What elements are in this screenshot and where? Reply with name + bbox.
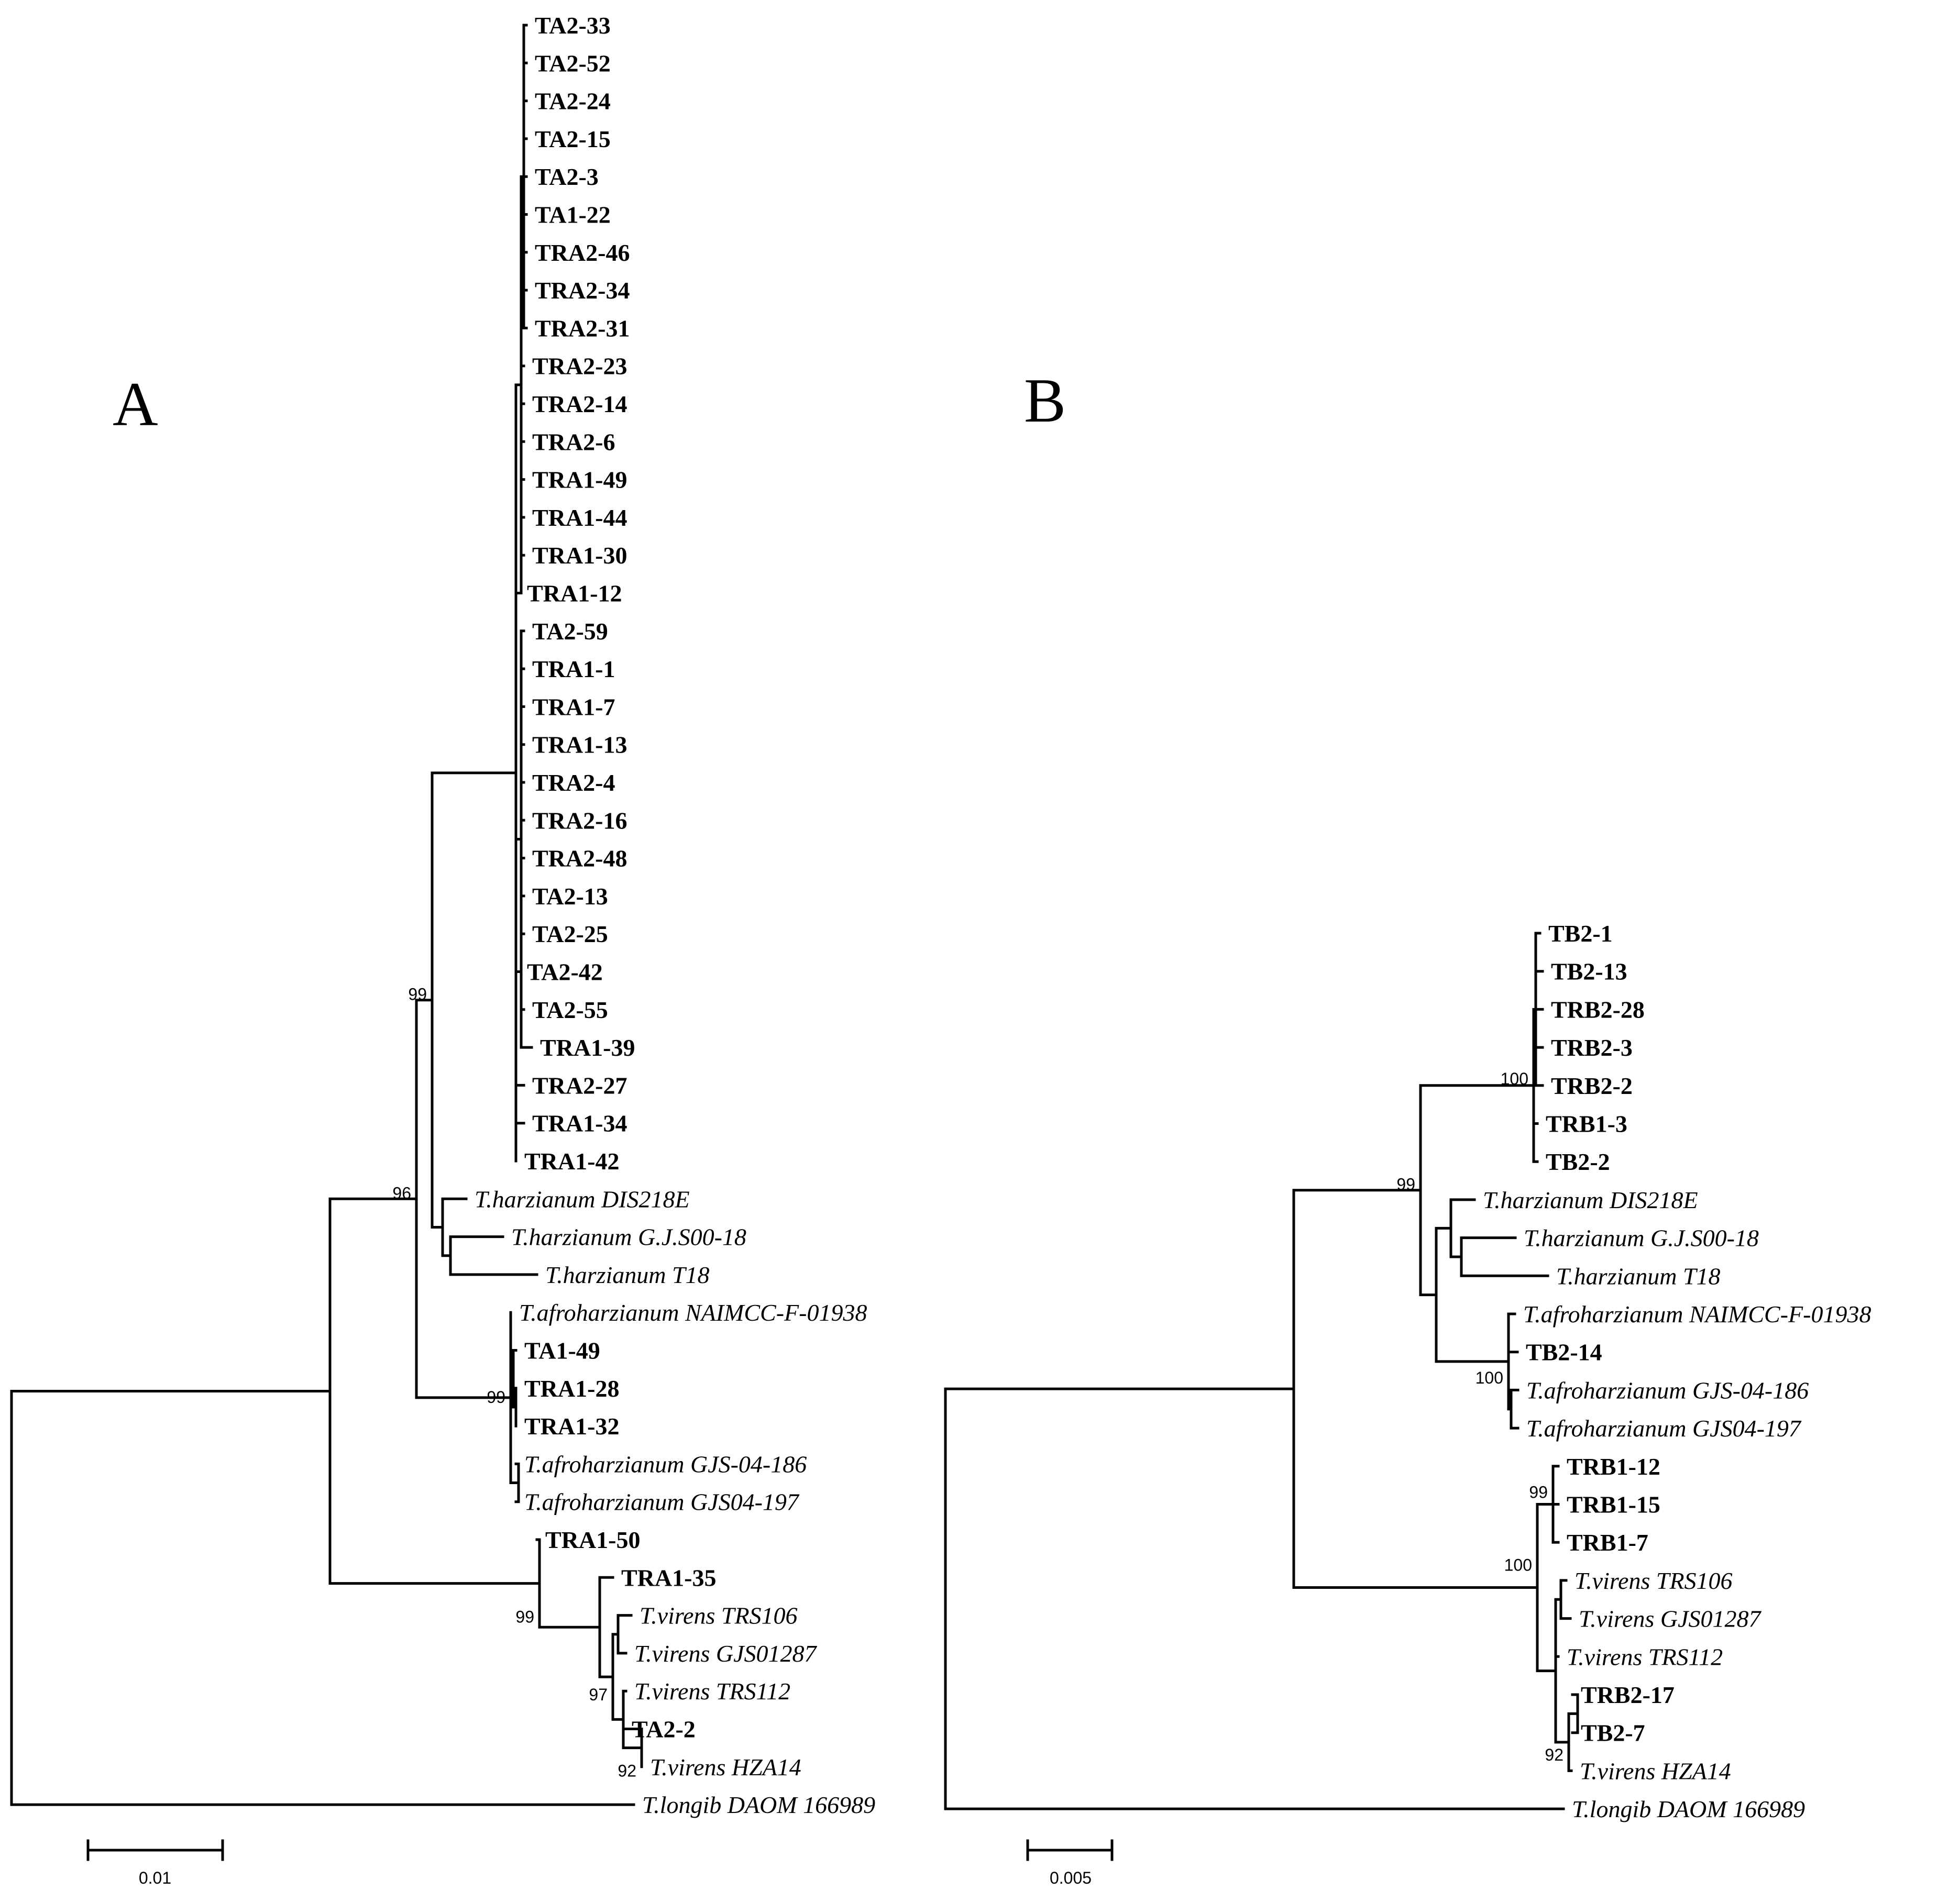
taxon-ta2-55: TA2-55 [532,997,608,1023]
bootstrap-value: 100 [1504,1556,1532,1575]
taxon-t-longib-daom-166989: T.longib DAOM 166989 [1572,1796,1805,1822]
taxon-tb2-14: TB2-14 [1526,1339,1602,1366]
taxon-trb2-2: TRB2-2 [1551,1072,1633,1099]
panel-b-letter: B [1024,366,1066,435]
taxon-ta1-49: TA1-49 [524,1337,600,1364]
taxon-t-virens-gjs01287: T.virens GJS01287 [634,1640,818,1667]
taxon-tra1-12: TRA1-12 [527,580,622,607]
taxon-t-virens-trs106: T.virens TRS106 [640,1602,798,1629]
taxon-tra2-46: TRA2-46 [535,239,630,266]
taxon-tra1-32: TRA1-32 [524,1413,619,1440]
bootstrap-value: 92 [1545,1745,1563,1764]
taxon-ta2-52: TA2-52 [535,50,611,76]
taxon-tb2-7: TB2-7 [1581,1720,1645,1746]
bootstrap-value: 99 [1529,1483,1548,1502]
taxon-trb2-3: TRB2-3 [1551,1034,1633,1061]
taxon-tra1-13: TRA1-13 [532,732,627,758]
taxon-trb1-15: TRB1-15 [1567,1491,1660,1518]
taxon-trb1-3: TRB1-3 [1546,1111,1627,1137]
taxon-t-virens-hza14: T.virens HZA14 [650,1754,801,1781]
tree-branches-a [10,24,643,1806]
taxon-tra1-1: TRA1-1 [532,656,615,682]
taxon-t-afroharzianum-gjs-04-186: T.afroharzianum GJS-04-186 [1526,1377,1809,1403]
taxon-t-harzianum-g-j-s00-18: T.harzianum G.J.S00-18 [1524,1225,1759,1252]
taxon-t-virens-gjs01287: T.virens GJS01287 [1579,1606,1762,1632]
bootstrap-value: 92 [618,1762,636,1781]
panel-a-letter: A [113,369,158,439]
taxon-t-virens-hza14: T.virens HZA14 [1580,1757,1731,1784]
taxon-tra2-34: TRA2-34 [535,277,630,304]
taxon-tra1-35: TRA1-35 [621,1564,716,1591]
taxon-tra2-4: TRA2-4 [532,769,615,796]
taxon-trb2-28: TRB2-28 [1551,996,1645,1023]
taxon-tra2-27: TRA2-27 [532,1072,627,1099]
taxon-ta2-13: TA2-13 [532,883,608,910]
taxon-tb2-13: TB2-13 [1551,958,1627,985]
taxon-tra1-28: TRA1-28 [524,1375,619,1402]
taxon-tra1-7: TRA1-7 [532,693,615,720]
scale-bar-b: 0.005 [1026,1839,1114,1887]
taxon-tra2-16: TRA2-16 [532,807,627,834]
taxon-t-virens-trs112: T.virens TRS112 [634,1678,790,1705]
taxon-tra2-14: TRA2-14 [532,391,627,417]
taxon-tra1-44: TRA1-44 [532,504,627,531]
taxon-tra1-42: TRA1-42 [524,1148,619,1175]
taxon-t-harzianum-dis218e: T.harzianum DIS218E [1483,1187,1698,1213]
taxon-ta2-2: TA2-2 [632,1716,696,1743]
taxon-tra2-48: TRA2-48 [532,845,627,872]
taxon-tra1-49: TRA1-49 [532,467,627,493]
taxon-t-virens-trs106: T.virens TRS106 [1574,1567,1733,1594]
taxon-tra1-30: TRA1-30 [532,542,627,569]
bootstrap-value: 96 [392,1184,411,1202]
panel-a: A TA2-33 TA2-52 TA2-24 TA2-15 TA2-3 TA1-22 TRA… [10,12,875,1887]
scale-label-b: 0.005 [1050,1868,1092,1887]
taxon-ta2-3: TA2-3 [535,163,599,190]
taxon-t-harzianum-g-j-s00-18: T.harzianum G.J.S00-18 [511,1224,746,1251]
taxon-tb2-2: TB2-2 [1546,1148,1610,1175]
taxon-ta2-33: TA2-33 [535,12,611,39]
taxon-tra1-50: TRA1-50 [545,1527,640,1553]
bootstrap-value: 99 [515,1608,534,1627]
bootstrap-value: 99 [408,985,427,1004]
taxon-ta2-24: TA2-24 [535,88,611,115]
taxon-t-longib-daom-166989: T.longib DAOM 166989 [642,1792,875,1818]
tree-a: TA2-33 TA2-52 TA2-24 TA2-15 TA2-3 TA1-22 TRA2-… [10,12,875,1818]
taxon-tra2-6: TRA2-6 [532,428,615,455]
scale-bar-a: 0.01 [86,1839,224,1887]
taxon-t-virens-trs112: T.virens TRS112 [1567,1643,1723,1670]
tree-b: TB2-1 TB2-13 TRB2-28 TRB2-3 TRB2-2 TRB1-3 TB2-… [944,920,1871,1822]
tree-branches-b [944,932,1579,1810]
taxon-ta2-42: TA2-42 [527,959,603,986]
bootstrap-value: 100 [1501,1069,1528,1088]
taxon-trb2-17: TRB2-17 [1581,1682,1675,1708]
bootstrap-value: 99 [1396,1175,1415,1194]
taxon-t-harzianum-t18: T.harzianum T18 [1556,1263,1721,1289]
panel-b: B TB2-1TB2-13TRB2-28TRB2-3TRB2-2TRB1-3TB… [944,366,1871,1887]
taxon-ta2-25: TA2-25 [532,921,608,947]
bootstrap-value: 100 [1475,1368,1503,1387]
taxon-ta2-15: TA2-15 [535,126,611,152]
taxon-t-harzianum-t18: T.harzianum T18 [545,1262,710,1288]
taxon-ta1-22: TA1-22 [535,202,611,228]
taxon-tra2-23: TRA2-23 [532,353,627,380]
taxon-t-afroharzianum-naimcc-f-01938: T.afroharzianum NAIMCC-F-01938 [1523,1301,1871,1328]
taxon-t-harzianum-dis218e: T.harzianum DIS218E [475,1186,690,1212]
scale-label-a: 0.01 [139,1868,171,1887]
bootstrap-value: 97 [589,1685,608,1704]
taxon-t-afroharzianum-gjs-04-186: T.afroharzianum GJS-04-186 [524,1451,807,1477]
taxon-ta2-59: TA2-59 [532,618,608,645]
taxon-tra1-39: TRA1-39 [540,1034,635,1061]
taxon-tra2-31: TRA2-31 [535,315,630,341]
taxon-t-afroharzianum-gjs04-197: T.afroharzianum GJS04-197 [1526,1415,1802,1442]
taxon-tra1-34: TRA1-34 [532,1110,627,1137]
taxon-t-afroharzianum-naimcc-f-01938: T.afroharzianum NAIMCC-F-01938 [519,1299,867,1326]
taxon-t-afroharzianum-gjs04-197: T.afroharzianum GJS04-197 [524,1489,800,1516]
taxon-tb2-1: TB2-1 [1548,920,1613,947]
bootstrap-value: 99 [487,1388,505,1407]
taxon-trb1-7: TRB1-7 [1567,1529,1648,1556]
taxon-trb1-12: TRB1-12 [1567,1453,1660,1480]
